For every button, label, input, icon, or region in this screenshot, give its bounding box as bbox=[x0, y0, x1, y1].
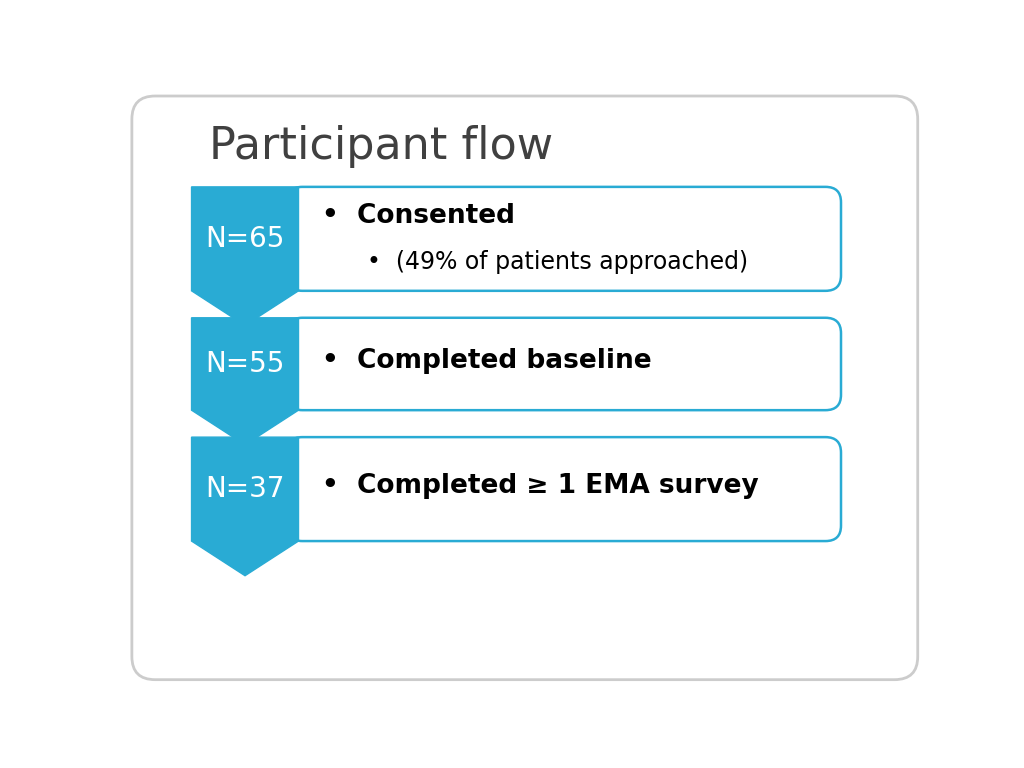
Text: N=37: N=37 bbox=[205, 475, 285, 503]
Text: •  Completed baseline: • Completed baseline bbox=[322, 348, 651, 374]
Polygon shape bbox=[191, 437, 299, 576]
FancyBboxPatch shape bbox=[287, 437, 841, 541]
Text: N=65: N=65 bbox=[206, 225, 285, 253]
Text: Participant flow: Participant flow bbox=[209, 125, 554, 168]
Polygon shape bbox=[191, 187, 299, 326]
Text: •  (49% of patients approached): • (49% of patients approached) bbox=[322, 250, 748, 273]
FancyBboxPatch shape bbox=[132, 96, 918, 680]
FancyBboxPatch shape bbox=[287, 318, 841, 410]
Text: •  Completed ≥ 1 EMA survey: • Completed ≥ 1 EMA survey bbox=[322, 473, 759, 499]
Text: •  Consented: • Consented bbox=[322, 203, 515, 229]
Text: N=55: N=55 bbox=[206, 350, 285, 378]
FancyBboxPatch shape bbox=[287, 187, 841, 291]
Polygon shape bbox=[191, 318, 299, 445]
